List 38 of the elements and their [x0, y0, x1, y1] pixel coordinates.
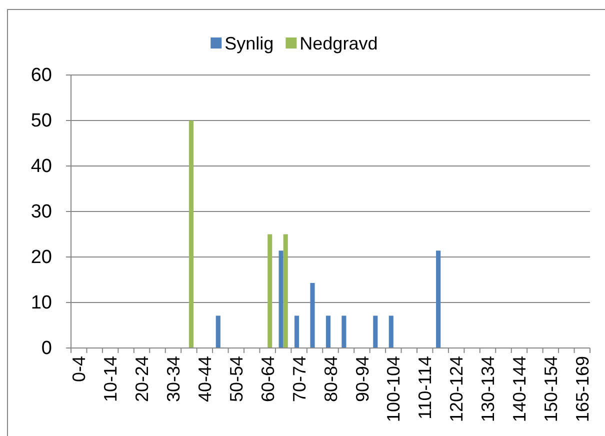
x-tick-label: 100-104 [384, 356, 404, 422]
bar [216, 316, 220, 348]
bar [436, 250, 441, 348]
bar [310, 282, 315, 348]
bar [342, 316, 346, 348]
x-tick-label: 0-4 [69, 356, 90, 382]
x-tick-label: 150-154 [540, 356, 561, 422]
y-tick-label: 30 [30, 202, 52, 223]
x-tick-label: 20-24 [132, 356, 152, 402]
bar [326, 316, 330, 348]
y-tick-label: 40 [30, 156, 52, 178]
y-tick-label: 0 [41, 338, 52, 360]
x-tick-label: 110-114 [415, 356, 436, 420]
x-tick-label: 130-134 [478, 356, 498, 422]
bar [188, 120, 194, 348]
x-tick-label: 165-169 [572, 356, 592, 422]
bar [294, 316, 300, 348]
x-tick-label: 50-54 [226, 356, 246, 402]
legend-label: Nedgravd [300, 34, 378, 54]
y-tick-label: 50 [30, 110, 52, 132]
bar [268, 234, 272, 348]
x-tick-label: 30-34 [164, 356, 184, 402]
x-tick-label: 80-84 [320, 356, 341, 402]
x-tick-label: 40-44 [194, 356, 215, 402]
bar [373, 316, 378, 348]
x-tick-label: 140-144 [510, 356, 530, 422]
x-tick-label: 70-74 [289, 356, 310, 402]
bar [278, 250, 284, 348]
x-tick-label: 90-94 [352, 356, 372, 402]
bar [283, 234, 288, 348]
x-tick-label: 120-124 [446, 356, 467, 422]
x-tick-label: 60-64 [258, 356, 278, 402]
y-tick-label: 60 [30, 65, 52, 86]
bar [388, 316, 394, 348]
x-tick-label: 10-14 [100, 356, 121, 402]
legend-label: Synlig [224, 34, 274, 54]
y-tick-label: 20 [30, 247, 52, 268]
y-tick-label: 10 [30, 292, 52, 314]
